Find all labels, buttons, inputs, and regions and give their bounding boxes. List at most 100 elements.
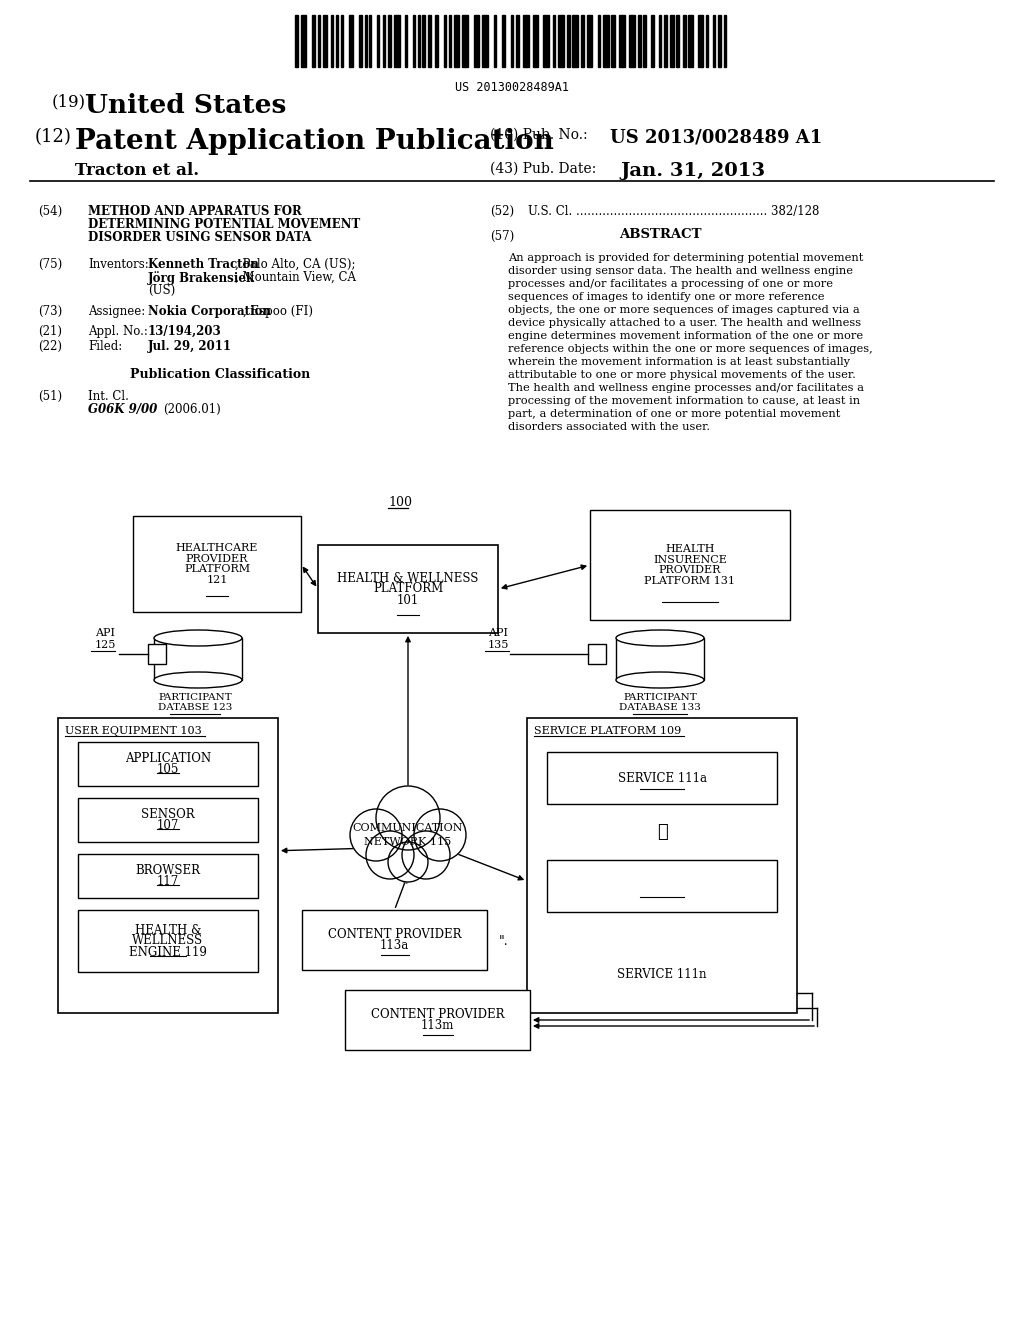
Text: 113a: 113a [380, 939, 410, 952]
Bar [383, 15, 385, 67]
Text: APPLICATION: APPLICATION [125, 752, 211, 766]
Text: Appl. No.:: Appl. No.: [88, 325, 147, 338]
Text: objects, the one or more sequences of images captured via a: objects, the one or more sequences of im… [508, 305, 860, 315]
Circle shape [350, 809, 402, 861]
Text: DATABSE 123: DATABSE 123 [158, 704, 232, 711]
Bar [148, 644, 166, 664]
Text: disorders associated with the user.: disorders associated with the user. [508, 422, 710, 432]
Text: 13/194,203: 13/194,203 [148, 325, 222, 338]
Bar [345, 990, 530, 1049]
Text: (54): (54) [38, 205, 62, 218]
Text: SERVICE 111a: SERVICE 111a [617, 771, 707, 784]
Text: HEALTH &: HEALTH & [135, 924, 202, 936]
Bar [332, 15, 334, 67]
Text: HEALTHCARE: HEALTHCARE [176, 544, 258, 553]
Bar [688, 15, 692, 67]
Bar [598, 15, 600, 67]
Bar [365, 15, 367, 67]
Bar [502, 15, 505, 67]
Bar [435, 15, 438, 67]
Text: BROWSER: BROWSER [135, 865, 201, 876]
Ellipse shape [616, 672, 705, 688]
Bar [620, 15, 625, 67]
Text: (57): (57) [490, 230, 514, 243]
Text: DATABASE 133: DATABASE 133 [620, 704, 701, 711]
Bar [616, 638, 705, 680]
Text: INSURENCE: INSURENCE [653, 554, 727, 565]
Text: part, a determination of one or more potential movement: part, a determination of one or more pot… [508, 409, 841, 418]
Text: (43) Pub. Date:: (43) Pub. Date: [490, 162, 596, 176]
Text: device physically attached to a user. The health and wellness: device physically attached to a user. Th… [508, 318, 861, 327]
Text: DISORDER USING SENSOR DATA: DISORDER USING SENSOR DATA [88, 231, 311, 244]
Bar [454, 15, 460, 67]
Bar [359, 15, 361, 67]
Bar [558, 15, 564, 67]
Ellipse shape [616, 630, 705, 645]
Bar [317, 15, 319, 67]
Text: 117: 117 [157, 875, 179, 888]
Bar [295, 15, 298, 67]
Ellipse shape [154, 630, 242, 645]
Bar [516, 15, 519, 67]
Text: , Espoo (FI): , Espoo (FI) [243, 305, 313, 318]
Bar [413, 15, 416, 67]
Text: ABSTRACT: ABSTRACT [618, 228, 701, 242]
Text: G06K 9/00: G06K 9/00 [88, 403, 158, 416]
Text: (19): (19) [52, 92, 86, 110]
Text: 135: 135 [488, 640, 509, 649]
Bar [523, 15, 529, 67]
Bar [603, 15, 608, 67]
Bar [482, 15, 487, 67]
Text: (2006.01): (2006.01) [163, 403, 221, 416]
Bar [133, 516, 301, 612]
Bar [78, 742, 258, 785]
Text: (12): (12) [35, 128, 72, 147]
Text: reference objects within the one or more sequences of images,: reference objects within the one or more… [508, 345, 872, 354]
Bar [706, 15, 709, 67]
Bar [581, 15, 584, 67]
Text: (US): (US) [148, 284, 175, 297]
Text: US 2013/0028489 A1: US 2013/0028489 A1 [610, 128, 822, 147]
Bar [587, 15, 593, 67]
Text: ".: ". [499, 935, 509, 948]
Text: processing of the movement information to cause, at least in: processing of the movement information t… [508, 396, 860, 407]
Text: Kenneth Tracton: Kenneth Tracton [148, 257, 259, 271]
Bar [377, 15, 379, 67]
Bar [544, 15, 549, 67]
Bar [394, 15, 399, 67]
Text: (75): (75) [38, 257, 62, 271]
Text: PROVIDER: PROVIDER [658, 565, 721, 576]
Text: 107: 107 [157, 818, 179, 832]
Text: SENSOR: SENSOR [141, 808, 195, 821]
Text: (21): (21) [38, 325, 62, 338]
Circle shape [402, 832, 450, 879]
Text: The health and wellness engine processes and/or facilitates a: The health and wellness engine processes… [508, 383, 864, 393]
Bar [422, 15, 425, 67]
Circle shape [414, 809, 466, 861]
Bar [312, 15, 315, 67]
Text: (22): (22) [38, 341, 62, 352]
Bar [301, 15, 306, 67]
Bar [683, 15, 686, 67]
Text: , Palo Alto, CA (US);: , Palo Alto, CA (US); [234, 257, 355, 271]
Text: CONTENT PROVIDER: CONTENT PROVIDER [371, 1008, 504, 1020]
Circle shape [366, 832, 414, 879]
Text: Nokia Corporation: Nokia Corporation [148, 305, 271, 318]
Bar [78, 909, 258, 972]
Bar [318, 545, 498, 634]
Bar [670, 15, 674, 67]
Bar [388, 15, 391, 67]
Text: Tracton et al.: Tracton et al. [75, 162, 199, 180]
Text: (52): (52) [490, 205, 514, 218]
Bar [665, 15, 667, 67]
Text: 101: 101 [397, 594, 419, 606]
Text: SERVICE 111n: SERVICE 111n [617, 969, 707, 982]
Bar [78, 799, 258, 842]
Text: 121: 121 [206, 574, 227, 585]
Circle shape [376, 785, 440, 850]
Bar [553, 15, 555, 67]
Bar [449, 15, 451, 67]
Text: Filed:: Filed: [88, 341, 122, 352]
Text: ENGINE 119: ENGINE 119 [129, 945, 207, 958]
Bar [713, 15, 716, 67]
